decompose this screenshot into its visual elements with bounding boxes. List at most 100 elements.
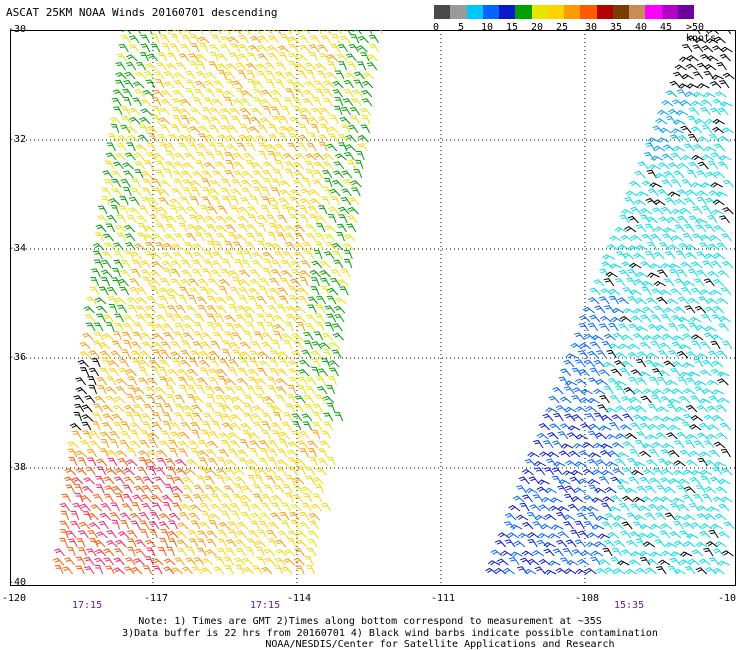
wind-barb [122, 162, 134, 170]
wind-barb [316, 223, 326, 233]
wind-barb [668, 398, 681, 405]
wind-barb [141, 341, 153, 350]
wind-barb [267, 231, 277, 242]
wind-barb [174, 557, 185, 566]
wind-barb [278, 197, 290, 206]
wind-barb [564, 413, 576, 422]
wind-barb [149, 252, 162, 260]
wind-barb [99, 350, 111, 359]
wind-barb [216, 547, 228, 557]
wind-barb [234, 476, 246, 485]
wind-barb [227, 521, 239, 530]
wind-barb [619, 315, 632, 323]
wind-barb [712, 45, 724, 53]
wind-barb [122, 97, 132, 107]
wind-barb [256, 556, 266, 566]
wind-barb [524, 568, 537, 575]
wind-barb [638, 371, 651, 377]
wind-barb [243, 152, 255, 161]
wind-barb [704, 224, 716, 233]
wind-barb [261, 421, 271, 431]
wind-barb [186, 206, 198, 215]
wind-barb [280, 520, 291, 530]
wind-barb [622, 287, 634, 296]
wind-barb [95, 475, 105, 485]
wind-barb [284, 71, 296, 80]
wind-barb [578, 315, 591, 323]
wind-barb [87, 512, 99, 521]
wind-barb [232, 493, 243, 503]
wind-barb [132, 81, 145, 89]
wind-barb [250, 107, 262, 116]
wind-barb [123, 187, 132, 197]
wind-barb [595, 459, 608, 467]
wind-barb [131, 358, 141, 368]
wind-barb [273, 169, 283, 179]
wind-barb [679, 207, 692, 215]
wind-barb [298, 35, 310, 44]
wind-barb [192, 170, 204, 179]
wind-map-plot [10, 30, 736, 586]
wind-barb [208, 188, 220, 197]
wind-barb [609, 422, 620, 431]
wind-barb [178, 108, 191, 116]
wind-barb [706, 297, 719, 305]
wind-barb [674, 198, 687, 206]
wind-barb [664, 197, 676, 206]
wind-barb [668, 424, 681, 431]
wind-barb [313, 250, 323, 260]
wind-barb [293, 251, 305, 260]
wind-barb [152, 565, 163, 575]
wind-barb [162, 323, 174, 332]
wind-barb [353, 169, 363, 179]
wind-barb [708, 190, 721, 197]
wind-barb [657, 189, 669, 197]
wind-barb [656, 565, 667, 575]
wind-barb [692, 206, 703, 215]
wind-barb [638, 505, 651, 512]
wind-barb [595, 378, 608, 386]
wind-barb [122, 88, 133, 98]
wind-barb [232, 396, 244, 404]
wind-barb [182, 476, 194, 485]
wind-barb [679, 559, 692, 566]
wind-barb [610, 476, 622, 485]
wind-barb [668, 350, 680, 359]
wind-barb [713, 143, 725, 152]
wind-barb [564, 406, 577, 413]
wind-barb [170, 260, 182, 269]
wind-barb [301, 413, 313, 422]
wind-barb [158, 295, 169, 305]
wind-barb [659, 342, 671, 350]
wind-barb [165, 475, 175, 485]
wind-barb [214, 411, 224, 422]
wind-barb [121, 115, 132, 125]
wind-barb [197, 36, 210, 44]
wind-barb [713, 548, 725, 557]
wind-barb [217, 205, 228, 215]
wind-barb [114, 322, 124, 332]
wind-barb [294, 63, 307, 71]
wind-barb [173, 178, 184, 188]
wind-barb [233, 468, 245, 476]
wind-barb [639, 450, 652, 458]
wind-barb [601, 502, 612, 512]
wind-barb [106, 286, 118, 296]
wind-barb [248, 530, 259, 539]
wind-barb [571, 495, 584, 503]
wind-barb [245, 241, 256, 251]
wind-barb [309, 457, 318, 467]
wind-barb [713, 225, 726, 233]
wind-barb [107, 360, 120, 368]
wind-barb [549, 423, 561, 431]
wind-barb [289, 189, 302, 197]
wind-barb [273, 151, 285, 161]
wind-barb [73, 411, 83, 422]
wind-barb [671, 235, 684, 242]
wind-barb [703, 278, 715, 287]
wind-barb [621, 334, 634, 341]
wind-barb [720, 46, 733, 53]
wind-barb [165, 161, 176, 170]
wind-barb [291, 413, 303, 422]
wind-barb [227, 529, 238, 539]
